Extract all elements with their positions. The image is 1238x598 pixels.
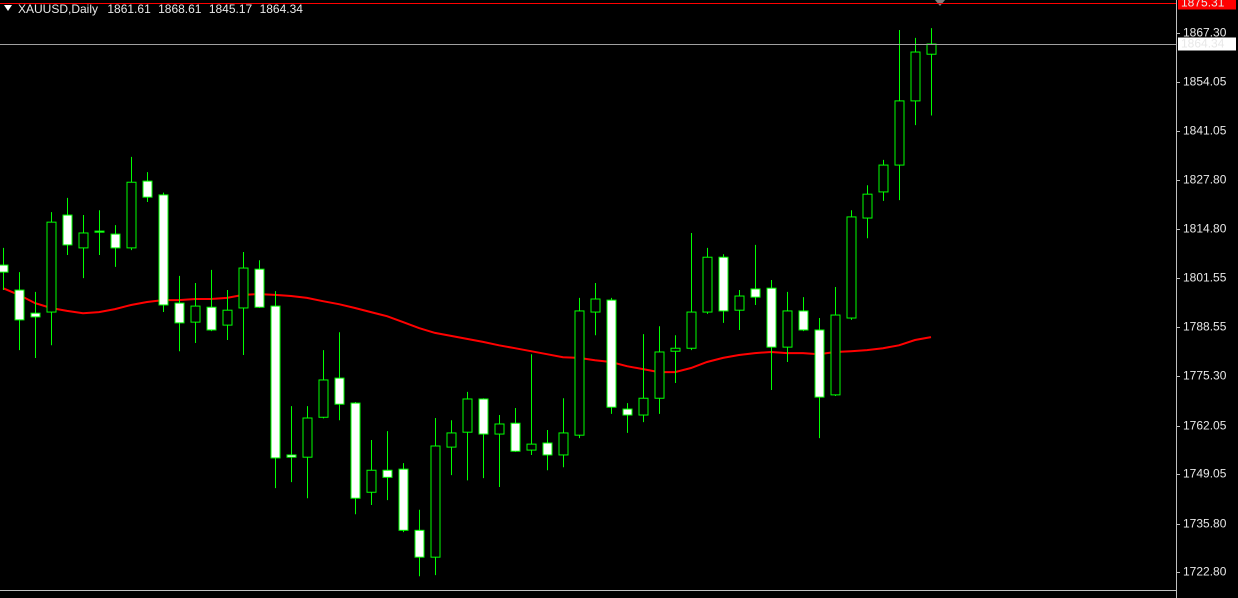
price-label-box xyxy=(1178,37,1236,51)
header-high: 1868.61 xyxy=(158,2,202,16)
candle-body xyxy=(654,351,665,399)
candle-body xyxy=(606,299,617,408)
candle-body xyxy=(126,181,137,249)
candle-body xyxy=(382,469,393,478)
candle-body xyxy=(782,310,793,348)
candle-body xyxy=(302,417,313,458)
y-tick-label: 1854.05 xyxy=(1183,75,1227,89)
ma-layer xyxy=(2,287,932,374)
candle-body xyxy=(734,295,745,311)
candle-body xyxy=(270,305,281,459)
y-tick-label: 1814.80 xyxy=(1183,222,1227,236)
candle-body xyxy=(766,287,777,348)
candle-body xyxy=(686,311,697,349)
candle-body xyxy=(46,221,57,313)
candle-body xyxy=(334,377,345,405)
candle-body xyxy=(846,216,857,319)
candle-body xyxy=(142,180,153,198)
candle-body xyxy=(558,432,569,456)
candle-body xyxy=(494,423,505,435)
candle-body xyxy=(158,194,169,306)
candle-body xyxy=(702,256,713,313)
candle-body xyxy=(14,289,25,321)
candle-body xyxy=(366,469,377,493)
candle-body xyxy=(894,100,905,166)
candle-body xyxy=(590,298,601,313)
candles-layer xyxy=(0,28,937,577)
candle-body xyxy=(478,398,489,435)
candle-body xyxy=(318,379,329,418)
candle-body xyxy=(510,422,521,452)
candle-body xyxy=(174,302,185,324)
candle-body xyxy=(254,268,265,308)
candle-body xyxy=(238,267,249,309)
header-low: 1845.17 xyxy=(209,2,253,16)
header-open: 1861.61 xyxy=(107,2,151,16)
candle-body xyxy=(462,398,473,433)
y-tick-label: 1867.30 xyxy=(1183,26,1227,40)
candle-body xyxy=(78,232,89,249)
candle-body xyxy=(350,402,361,499)
axis-layer: 1722.80 1735.80 1749.05 1762.05 1775.30 1788.… xyxy=(0,0,1236,579)
candle-body xyxy=(638,397,649,416)
candle-body xyxy=(94,230,105,233)
candle-body xyxy=(910,51,921,102)
candle-body xyxy=(222,309,233,326)
price-label: 1864.34 xyxy=(1181,37,1225,51)
y-tick-label: 1841.05 xyxy=(1183,124,1227,138)
candle-body xyxy=(926,43,937,55)
candle-body xyxy=(206,306,217,331)
y-tick-label: 1735.80 xyxy=(1183,517,1227,531)
y-tick-label: 1722.80 xyxy=(1183,565,1227,579)
candle-body xyxy=(814,329,825,398)
y-tick-label: 1762.05 xyxy=(1183,419,1227,433)
candle-body xyxy=(190,305,201,323)
y-tick-label: 1788.55 xyxy=(1183,320,1227,334)
candle-body xyxy=(0,264,9,273)
header-close: 1864.34 xyxy=(260,2,304,16)
candle-body xyxy=(414,529,425,558)
symbol: XAUUSD,Daily xyxy=(18,2,98,16)
menu-arrow[interactable] xyxy=(4,5,12,11)
candle-body xyxy=(798,310,809,331)
candle-body xyxy=(622,408,633,416)
level-label-box xyxy=(1178,0,1236,10)
candle-body xyxy=(542,442,553,456)
candle-body xyxy=(670,347,681,352)
candle-body xyxy=(446,432,457,448)
y-tick-label: 1827.80 xyxy=(1183,173,1227,187)
candle-body xyxy=(574,310,585,436)
candle-body xyxy=(830,314,841,396)
level-label: 1875.31 xyxy=(1181,0,1225,10)
candle-body xyxy=(718,256,729,312)
header: XAUUSD,Daily 1861.61 1868.61 1845.17 186… xyxy=(18,2,303,16)
candle-body xyxy=(110,233,121,249)
candle-body xyxy=(30,312,41,318)
y-tick-label: 1775.30 xyxy=(1183,369,1227,383)
candle-body xyxy=(750,288,761,298)
candle-body xyxy=(878,164,889,193)
y-tick-label: 1801.55 xyxy=(1183,271,1227,285)
candle-body xyxy=(398,468,409,531)
moving-average xyxy=(2,287,932,374)
y-tick-label: 1749.05 xyxy=(1183,467,1227,481)
candle-body xyxy=(430,445,441,558)
candle-body xyxy=(862,193,873,219)
candle-body xyxy=(286,454,297,458)
candle-body xyxy=(526,443,537,451)
candle-body xyxy=(62,214,73,246)
